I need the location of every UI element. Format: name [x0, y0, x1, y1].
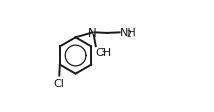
Text: Cl: Cl [54, 78, 65, 88]
Text: CH: CH [95, 48, 111, 58]
Text: N: N [88, 27, 97, 40]
Text: 3: 3 [100, 47, 105, 56]
Text: 2: 2 [127, 30, 131, 39]
Text: NH: NH [120, 28, 137, 38]
